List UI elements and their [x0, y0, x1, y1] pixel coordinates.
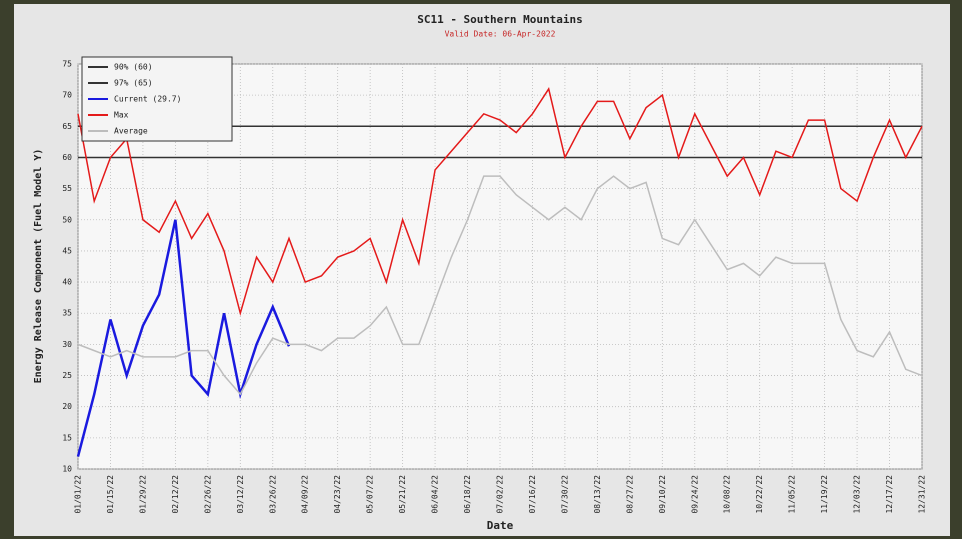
- y-tick-label: 50: [62, 215, 72, 224]
- legend-label: 97% (65): [114, 79, 153, 88]
- x-tick-label: 01/29/22: [138, 475, 147, 514]
- series-line: [77, 175, 923, 396]
- x-tick-label: 10/08/22: [723, 475, 732, 514]
- y-tick-label: 55: [62, 184, 72, 193]
- x-tick-label: 09/24/22: [690, 475, 699, 514]
- y-tick-label: 15: [62, 433, 72, 442]
- y-tick-label: 40: [62, 278, 72, 287]
- x-tick-label: 07/30/22: [560, 475, 569, 514]
- chart-subtitle: Valid Date: 06-Apr-2022: [445, 30, 556, 39]
- y-tick-label: 65: [62, 122, 72, 131]
- x-tick-label: 12/03/22: [853, 475, 862, 514]
- x-tick-label: 09/10/22: [658, 475, 667, 514]
- y-tick-label: 45: [62, 246, 72, 255]
- x-tick-label: 07/02/22: [496, 475, 505, 514]
- y-tick-label: 35: [62, 309, 72, 318]
- x-tick-label: 05/07/22: [366, 475, 375, 514]
- y-tick-label: 70: [62, 91, 72, 100]
- legend-label: Max: [114, 111, 129, 120]
- x-tick-label: 08/13/22: [593, 475, 602, 514]
- x-tick-label: 05/21/22: [398, 475, 407, 514]
- x-tick-label: 03/12/22: [236, 475, 245, 514]
- x-tick-label: 10/22/22: [755, 475, 764, 514]
- x-tick-label: 12/17/22: [885, 475, 894, 514]
- y-tick-label: 10: [62, 465, 72, 474]
- x-tick-label: 08/27/22: [625, 475, 634, 514]
- x-tick-label: 07/16/22: [528, 475, 537, 514]
- series-line: [76, 219, 291, 457]
- x-tick-label: 12/31/22: [918, 475, 927, 514]
- y-tick-label: 75: [62, 60, 72, 69]
- y-tick-label: 60: [62, 153, 72, 162]
- y-tick-label: 20: [62, 402, 72, 411]
- x-tick-label: 11/05/22: [788, 475, 797, 514]
- x-tick-label: 03/26/22: [268, 475, 277, 514]
- y-tick-label: 30: [62, 340, 72, 349]
- x-tick-label: 02/12/22: [171, 475, 180, 514]
- x-axis-label: Date: [487, 519, 514, 532]
- legend-label: Average: [114, 127, 148, 136]
- x-tick-label: 04/09/22: [301, 475, 310, 514]
- x-tick-label: 01/01/22: [74, 475, 83, 514]
- x-tick-label: 04/23/22: [333, 475, 342, 514]
- y-axis-label: Energy Release Component (Fuel Model Y): [33, 149, 44, 384]
- x-tick-label: 06/04/22: [431, 475, 440, 514]
- series-line: [77, 87, 923, 317]
- x-tick-label: 06/18/22: [463, 475, 472, 514]
- y-tick-label: 25: [62, 371, 72, 380]
- x-tick-label: 11/19/22: [820, 475, 829, 514]
- x-tick-label: 02/26/22: [203, 475, 212, 514]
- legend-label: Current (29.7): [114, 95, 181, 104]
- chart-title: SC11 - Southern Mountains: [417, 13, 583, 26]
- legend-label: 90% (60): [114, 63, 153, 72]
- x-tick-label: 01/15/22: [106, 475, 115, 514]
